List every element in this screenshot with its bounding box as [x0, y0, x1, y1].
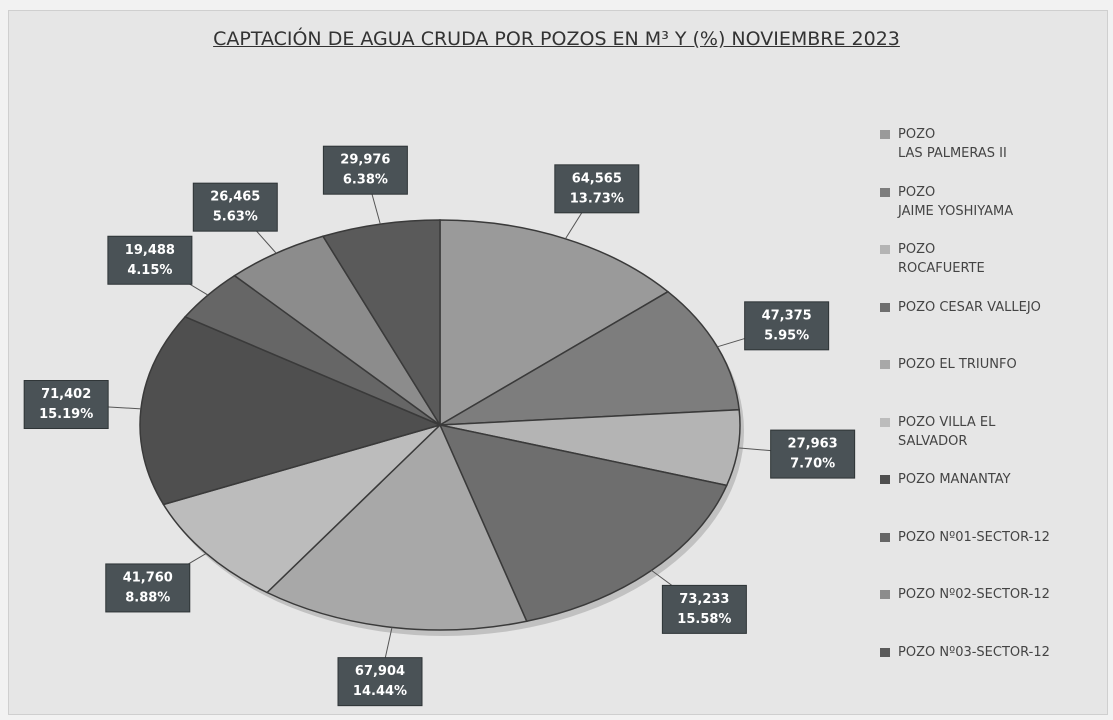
- legend-swatch: [880, 360, 890, 369]
- legend-item: POZO Nº03-SECTOR-12: [880, 643, 1050, 662]
- legend-label: POZO ROCAFUERTE: [898, 242, 985, 276]
- pie-slice: [438, 423, 728, 623]
- data-label-percent: 7.70%: [790, 457, 835, 472]
- data-label-percent: 5.63%: [213, 210, 258, 225]
- data-label-value: 41,760: [123, 570, 173, 585]
- data-label-value: 19,488: [125, 243, 175, 258]
- data-label-value: 67,904: [355, 664, 405, 679]
- data-label-percent: 6.38%: [343, 173, 388, 188]
- legend-item: POZO Nº01-SECTOR-12: [880, 528, 1050, 547]
- legend-swatch: [880, 417, 890, 427]
- data-label-percent: 5.95%: [764, 328, 809, 343]
- legend-label: POZO Nº03-SECTOR-12: [898, 644, 1050, 660]
- legend-label: POZO CESAR VALLEJO: [898, 299, 1041, 315]
- data-label-box: [770, 429, 856, 479]
- legend-label: POZO MANANTAY: [898, 472, 1011, 487]
- data-label-box: [192, 182, 278, 232]
- data-label-value: 29,976: [340, 153, 390, 168]
- data-label-value: 26,465: [210, 190, 260, 205]
- data-label-value: 73,233: [679, 592, 729, 607]
- legend-label: POZO Nº02-SECTOR-12: [898, 587, 1050, 602]
- data-label-value: 64,565: [572, 171, 622, 186]
- data-label-percent: 15.19%: [39, 407, 93, 422]
- legend-item: POZO VILLA EL SALVADOR: [880, 413, 995, 451]
- data-label-box: [661, 584, 747, 634]
- legend-swatch: [880, 647, 890, 657]
- legend-item: POZO MANANTAY: [880, 470, 1011, 489]
- data-label-percent: 8.88%: [125, 590, 170, 605]
- legend-label: POZO VILLA EL SALVADOR: [898, 414, 996, 449]
- legend-item: POZO LAS PALMERAS II: [880, 125, 1007, 163]
- legend-swatch: [880, 130, 890, 139]
- legend-swatch: [880, 245, 890, 254]
- data-label-box: [23, 380, 109, 430]
- legend-item: POZO EL TRIUNFO: [880, 355, 1017, 374]
- legend-item: POZO CESAR VALLEJO: [880, 298, 1041, 317]
- data-label-box: [554, 164, 640, 214]
- pie-slice: [321, 219, 441, 428]
- legend-label: POZO EL TRIUNFO: [898, 357, 1017, 372]
- legend-label: POZO JAIME YOSHIYAMA: [898, 184, 1014, 219]
- data-label-box: [107, 235, 193, 285]
- legend-item: POZO JAIME YOSHIYAMA: [880, 183, 1013, 221]
- legend-item: POZO Nº02-SECTOR-12: [880, 585, 1050, 604]
- data-label-box: [337, 657, 423, 707]
- legend-label: POZO LAS PALMERAS II: [898, 127, 1007, 161]
- data-label-value: 27,963: [788, 437, 838, 452]
- legend-swatch: [880, 187, 890, 197]
- legend-label: POZO Nº01-SECTOR-12: [898, 529, 1050, 545]
- data-label-value: 47,375: [762, 308, 812, 323]
- data-label-value: 71,402: [41, 387, 91, 402]
- data-label-box: [322, 145, 408, 195]
- legend-swatch: [880, 532, 890, 542]
- chart-title: CAPTACIÓN DE AGUA CRUDA POR POZOS EN M³ …: [213, 28, 900, 50]
- legend-swatch: [880, 302, 890, 312]
- legend-swatch: [880, 590, 890, 599]
- data-label-box: [105, 563, 191, 613]
- legend-swatch: [880, 475, 890, 484]
- data-label-percent: 13.73%: [570, 191, 624, 206]
- data-label-percent: 14.44%: [353, 684, 407, 699]
- data-label-percent: 15.58%: [677, 612, 731, 627]
- data-label-percent: 4.15%: [127, 263, 172, 278]
- pie-slice: [265, 423, 528, 631]
- data-label-box: [744, 301, 830, 351]
- pie-slice: [439, 290, 740, 426]
- legend-item: POZO ROCAFUERTE: [880, 240, 985, 278]
